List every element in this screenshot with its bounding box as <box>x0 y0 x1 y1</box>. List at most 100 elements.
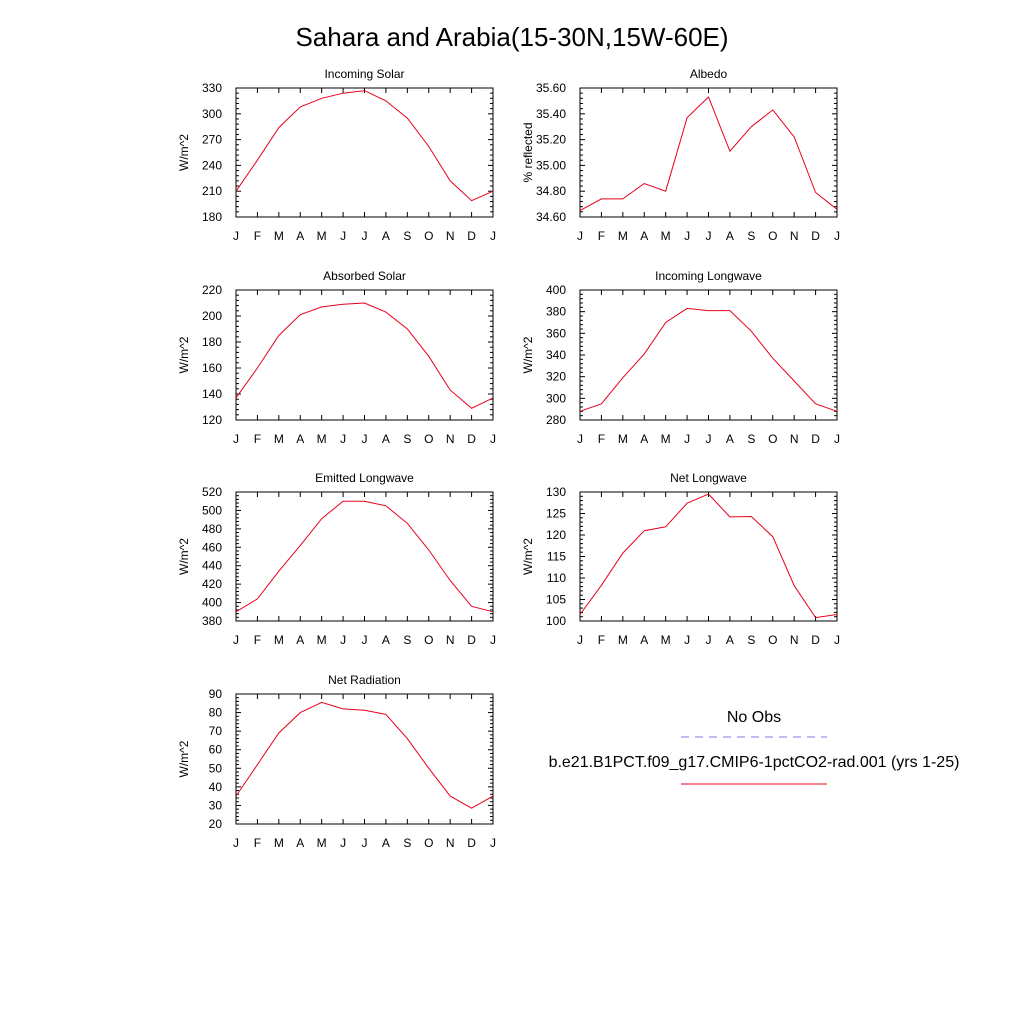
y-tick-label: 380 <box>202 614 222 628</box>
y-tick-label: 420 <box>202 577 222 591</box>
plot-frame <box>579 289 838 421</box>
y-tick-label: 240 <box>202 158 222 172</box>
panel-title: Net Radiation <box>328 673 401 687</box>
x-tick-label: A <box>382 633 390 647</box>
x-tick-label: S <box>747 432 755 446</box>
x-tick-label: N <box>790 432 799 446</box>
x-tick-label: J <box>362 229 368 243</box>
y-tick-label: 34.60 <box>536 210 566 224</box>
x-tick-label: J <box>490 229 496 243</box>
x-tick-label: A <box>726 229 734 243</box>
y-tick-label: 35.20 <box>536 133 566 147</box>
x-tick-label: J <box>577 432 583 446</box>
y-tick-label: 280 <box>546 413 566 427</box>
x-tick-label: J <box>490 836 496 850</box>
y-tick-label: 125 <box>546 507 566 521</box>
x-tick-label: J <box>706 633 712 647</box>
legend-label-model-run: b.e21.B1PCT.f09_g17.CMIP6-1pctCO2-rad.00… <box>549 754 960 771</box>
x-tick-label: D <box>467 432 476 446</box>
x-tick-label: M <box>274 432 284 446</box>
y-axis-label: W/m^2 <box>177 740 191 777</box>
y-axis-label: W/m^2 <box>521 538 535 575</box>
figure-title: Sahara and Arabia(15-30N,15W-60E) <box>295 22 728 52</box>
y-axis-label: W/m^2 <box>521 336 535 373</box>
x-tick-label: M <box>661 432 671 446</box>
y-axis-label: % reflected <box>521 122 535 182</box>
x-tick-label: D <box>811 229 820 243</box>
y-tick-label: 180 <box>202 210 222 224</box>
x-tick-label: A <box>640 229 648 243</box>
x-tick-label: D <box>467 229 476 243</box>
x-tick-label: M <box>274 836 284 850</box>
plot-frame <box>235 491 494 622</box>
x-tick-label: M <box>317 229 327 243</box>
series-line <box>579 307 838 412</box>
y-tick-label: 460 <box>202 540 222 554</box>
panel-title: Emitted Longwave <box>315 471 414 485</box>
x-tick-label: J <box>490 432 496 446</box>
x-tick-label: J <box>340 836 346 850</box>
x-tick-label: O <box>768 229 777 243</box>
x-tick-label: J <box>490 633 496 647</box>
y-tick-label: 115 <box>547 550 566 564</box>
x-tick-label: S <box>747 633 755 647</box>
y-axis-label: W/m^2 <box>177 336 191 373</box>
x-tick-label: J <box>233 432 239 446</box>
y-tick-label: 520 <box>202 485 222 499</box>
y-tick-label: 130 <box>546 485 566 499</box>
y-tick-label: 35.00 <box>536 158 566 172</box>
x-tick-label: A <box>382 836 390 850</box>
y-tick-label: 80 <box>209 706 223 720</box>
x-tick-label: N <box>446 229 455 243</box>
y-tick-label: 500 <box>202 503 222 517</box>
y-tick-label: 440 <box>202 559 222 573</box>
x-tick-label: M <box>618 633 628 647</box>
x-tick-label: S <box>403 836 411 850</box>
x-tick-label: A <box>296 633 304 647</box>
x-tick-label: F <box>254 633 261 647</box>
x-tick-label: J <box>706 229 712 243</box>
y-tick-label: 160 <box>202 361 222 375</box>
y-tick-label: 330 <box>202 81 222 95</box>
x-tick-label: M <box>661 229 671 243</box>
x-tick-label: N <box>790 229 799 243</box>
x-tick-label: A <box>296 836 304 850</box>
x-tick-label: A <box>382 432 390 446</box>
y-tick-label: 400 <box>202 596 222 610</box>
x-tick-label: N <box>446 836 455 850</box>
x-tick-label: F <box>598 633 605 647</box>
y-tick-label: 50 <box>209 761 223 775</box>
x-tick-label: J <box>706 432 712 446</box>
y-axis-label: W/m^2 <box>177 538 191 575</box>
series-line <box>235 90 494 202</box>
x-tick-label: F <box>254 836 261 850</box>
x-tick-label: F <box>598 229 605 243</box>
x-tick-label: J <box>577 229 583 243</box>
x-tick-label: J <box>684 229 690 243</box>
legend: No Obs b.e21.B1PCT.f09_g17.CMIP6-1pctCO2… <box>549 709 960 785</box>
y-tick-label: 480 <box>202 522 222 536</box>
x-tick-label: F <box>254 432 261 446</box>
y-tick-label: 270 <box>202 133 222 147</box>
series-line <box>235 302 494 409</box>
x-tick-label: N <box>446 633 455 647</box>
y-tick-label: 320 <box>546 370 566 384</box>
y-tick-label: 30 <box>209 798 223 812</box>
y-tick-label: 105 <box>546 593 566 607</box>
x-tick-label: F <box>254 229 261 243</box>
x-tick-label: J <box>684 432 690 446</box>
y-tick-label: 210 <box>202 184 222 198</box>
x-tick-label: J <box>362 432 368 446</box>
panel-title: Net Longwave <box>670 471 747 485</box>
x-tick-label: J <box>834 432 840 446</box>
y-tick-label: 140 <box>202 387 222 401</box>
x-tick-label: N <box>446 432 455 446</box>
legend-label-no-obs: No Obs <box>727 709 781 726</box>
x-tick-label: J <box>362 836 368 850</box>
x-tick-label: M <box>618 229 628 243</box>
panel-title: Incoming Solar <box>324 67 404 81</box>
